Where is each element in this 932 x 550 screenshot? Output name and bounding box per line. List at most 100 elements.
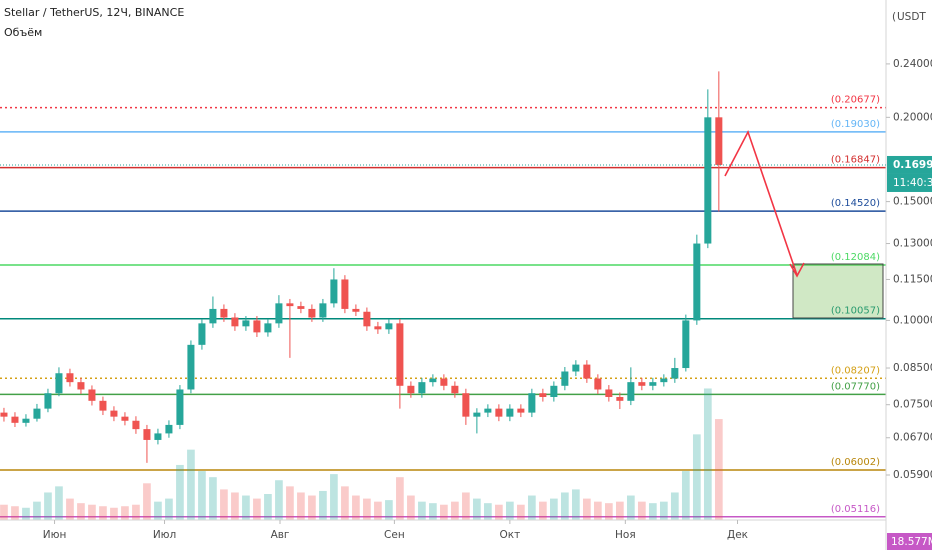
volume-bar (66, 498, 74, 520)
candle-body (264, 323, 272, 333)
candle-body (473, 412, 481, 417)
candle-body (671, 368, 679, 379)
candle-body (275, 303, 283, 324)
volume-bar (176, 464, 184, 520)
volume-bar (440, 504, 448, 520)
volume-bar (692, 434, 701, 520)
volume-bar (55, 486, 63, 520)
volume-bar (495, 504, 503, 520)
volume-bar (77, 503, 85, 520)
candle-body (693, 243, 701, 321)
candle-body (66, 373, 74, 383)
candle-body (110, 410, 118, 417)
level-label: (0.14520) (831, 198, 880, 209)
candle-body (308, 308, 316, 318)
volume-bar (648, 503, 657, 520)
candle-body (715, 117, 723, 165)
plot-area: (0.20677) (0.19030) (0.16847) (0.14520) (0.1… (0, 71, 886, 520)
candle-body (506, 408, 514, 417)
candle-body (187, 344, 195, 390)
volume-bar (275, 480, 283, 520)
candle-body (319, 303, 327, 318)
chart-title: Stellar / TetherUS, 12Ч, BINANCE (4, 6, 184, 19)
current-price-box (887, 155, 932, 174)
countdown-label: 11:40:37 (893, 177, 932, 189)
volume-bar (22, 507, 30, 520)
volume-bar (703, 388, 712, 520)
candle-body (242, 320, 250, 327)
candle-body (121, 416, 129, 421)
volume-bar (374, 501, 382, 520)
candle-body (33, 408, 41, 419)
candle-body (154, 433, 162, 440)
candle-body (638, 382, 646, 386)
volume-bar (198, 471, 206, 520)
volume-bar (319, 490, 327, 520)
candle-body (396, 323, 404, 386)
candle-body (407, 385, 415, 394)
arrow-head (789, 262, 805, 278)
volume-bar (88, 504, 96, 520)
volume-bar (561, 492, 569, 520)
volume-bar (418, 501, 426, 520)
level-label: (0.16847) (831, 155, 880, 166)
x-tick-label: Окт (500, 529, 521, 541)
x-tick-label: Июл (153, 529, 176, 541)
x-tick-label: Дек (727, 529, 748, 541)
candle-body (704, 117, 712, 244)
candle-body (341, 279, 349, 309)
volume-bar (132, 504, 140, 520)
level-label: (0.05116) (831, 504, 880, 515)
x-tick-label: Июн (43, 529, 67, 541)
candle-body (22, 418, 30, 423)
candle-body (363, 311, 371, 327)
candle-body (374, 326, 382, 330)
volume-bar (121, 506, 129, 520)
volume-bar (473, 498, 481, 520)
volume-bar (220, 489, 228, 520)
candle-body (682, 320, 690, 369)
volume-bar (253, 498, 261, 520)
volume-bar (341, 486, 349, 520)
volume-bar (44, 492, 52, 520)
candle-body (550, 385, 558, 397)
volume-bar (0, 504, 8, 520)
level-label: (0.07770) (831, 381, 880, 392)
volume-bar (572, 489, 580, 520)
volume-bar (110, 507, 118, 520)
volume-bar (11, 506, 19, 520)
volume-bar (429, 503, 437, 520)
volume-bar (407, 495, 415, 520)
volume-legend: Объём (4, 26, 42, 39)
volume-bar (154, 501, 162, 520)
candle-body (88, 389, 96, 401)
target-zone (792, 263, 884, 319)
volume-bar (451, 501, 459, 520)
candle-body (253, 320, 261, 333)
candle-body (198, 323, 206, 345)
currency-bracket: ( (892, 11, 896, 23)
candle-body (297, 306, 305, 309)
volume-label-box (887, 533, 932, 550)
candle-body (176, 389, 184, 425)
candle-body (649, 382, 657, 386)
candle-body (539, 393, 547, 397)
current-price-label: 0.16998 (893, 159, 932, 171)
candle-body (627, 382, 635, 401)
volume-bar (670, 492, 679, 520)
candle-body (451, 385, 459, 394)
y-tick-label: 0.05900 (893, 469, 932, 481)
volume-bar (231, 492, 239, 520)
candle-body (330, 279, 338, 304)
volume-bar (550, 498, 558, 520)
volume-bar (583, 498, 591, 520)
volume-bar (297, 492, 305, 520)
volume-label: 18.577M (891, 536, 932, 548)
candle-body (385, 323, 393, 330)
volume-bar (264, 494, 272, 520)
candle-body (352, 308, 360, 312)
